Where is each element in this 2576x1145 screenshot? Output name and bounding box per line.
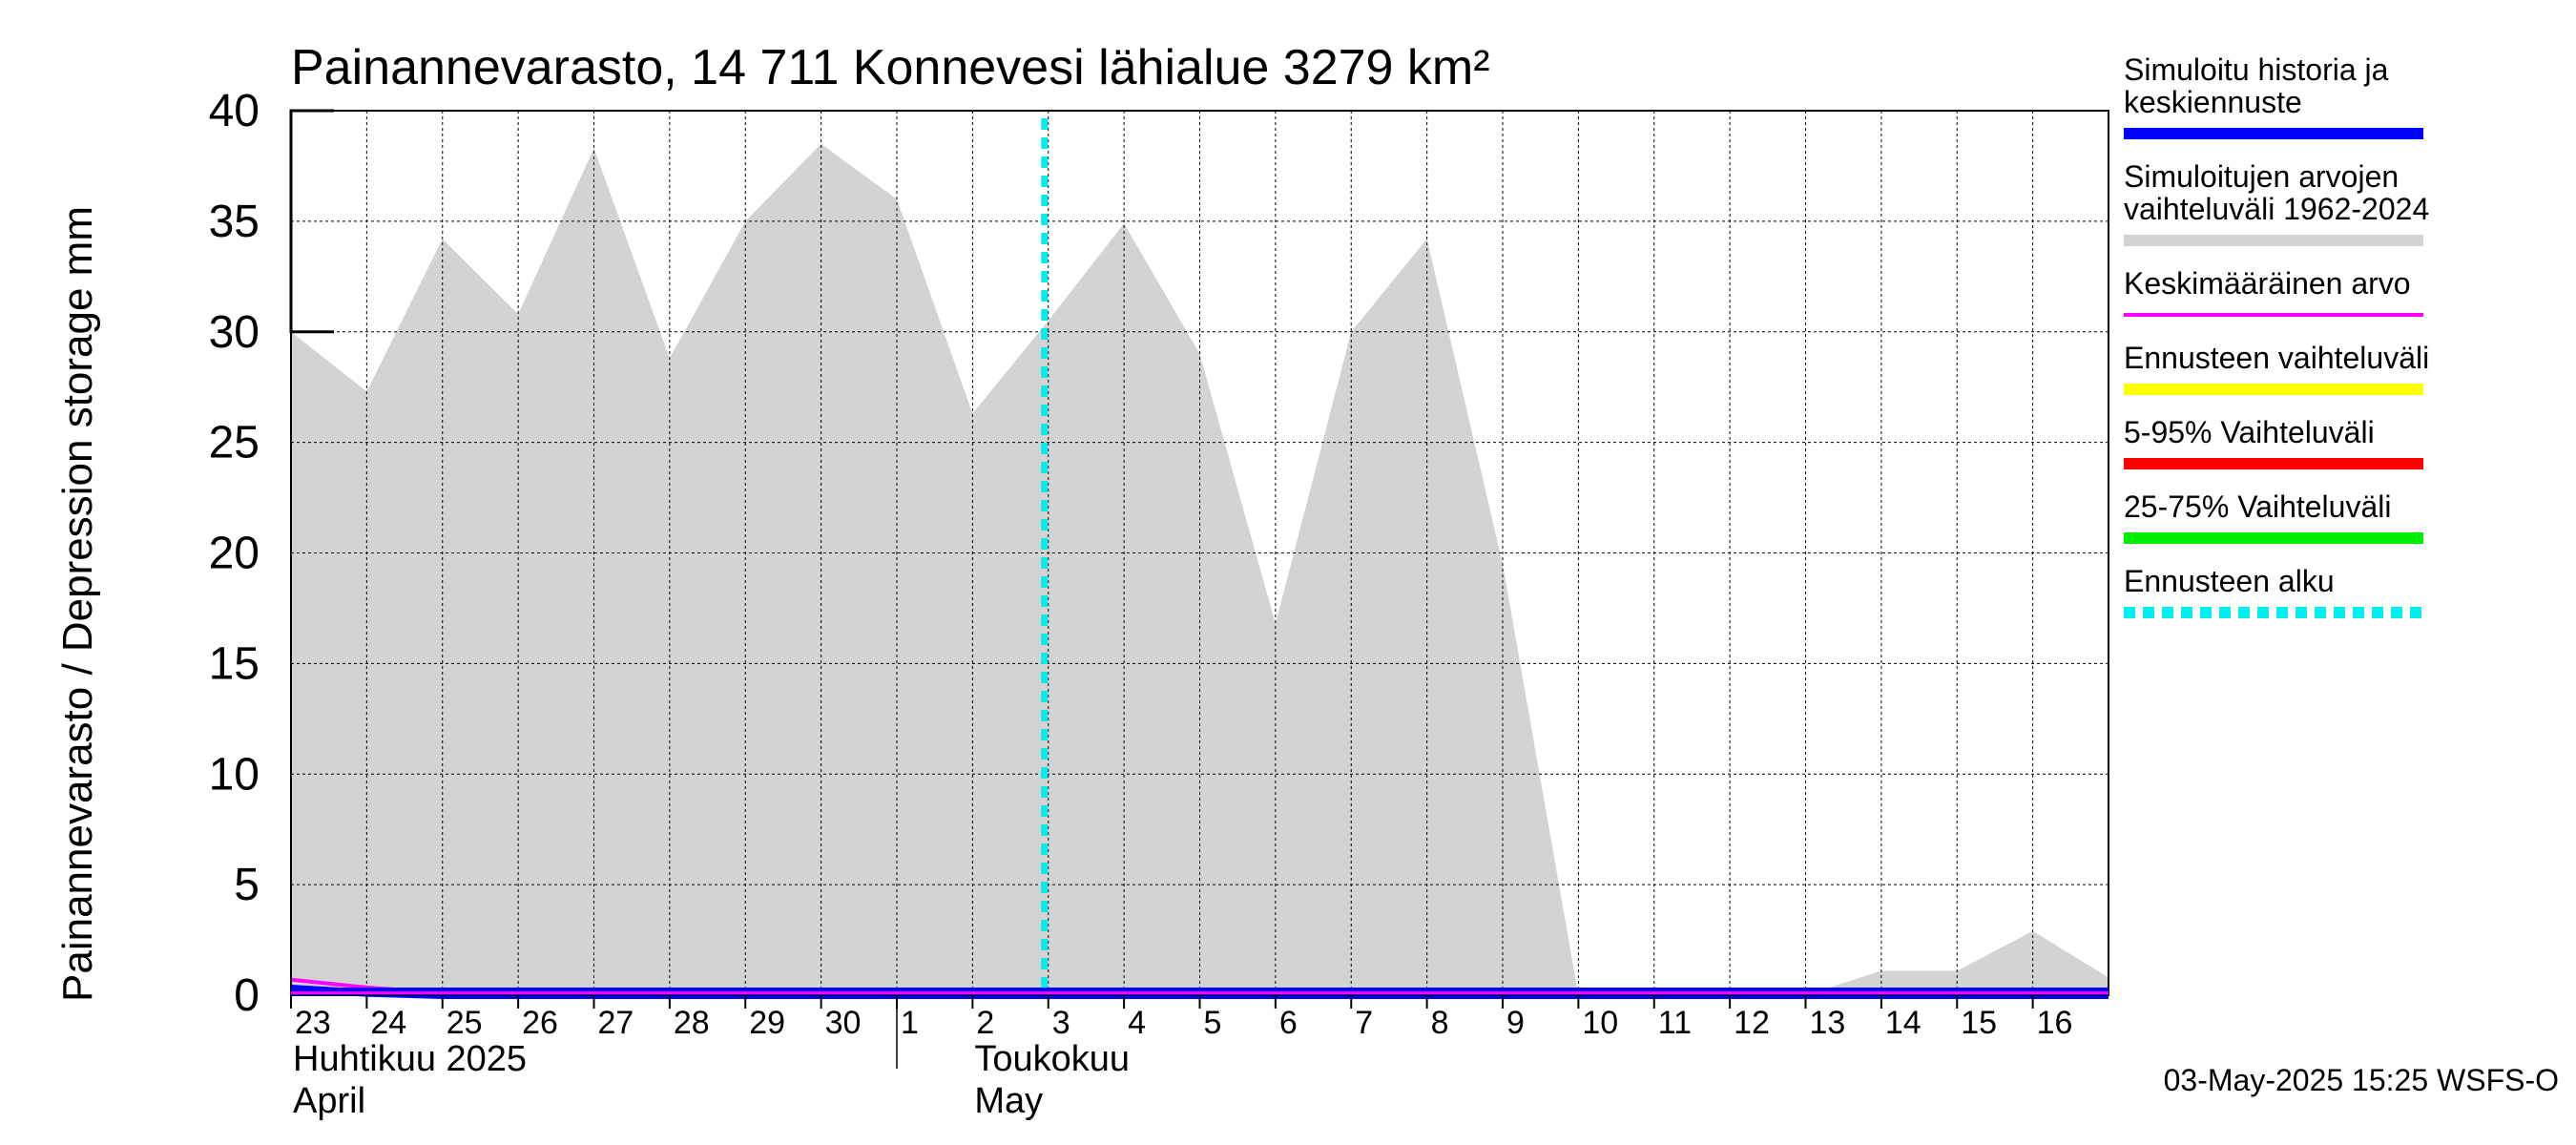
x-tick-label: 12 bbox=[1734, 1005, 1770, 1041]
y-tick-label: 5 bbox=[234, 860, 260, 910]
month-label-en: May bbox=[974, 1081, 1043, 1121]
y-tick-label: 15 bbox=[209, 638, 260, 689]
y-axis-label: Painannevarasto / Depression storage mm bbox=[54, 206, 101, 1002]
x-tick-label: 15 bbox=[1961, 1005, 1997, 1041]
x-tick-label: 13 bbox=[1810, 1005, 1846, 1041]
legend-label: vaihteluväli 1962-2024 bbox=[2124, 192, 2429, 226]
legend-label: keskiennuste bbox=[2124, 85, 2302, 119]
x-tick-label: 7 bbox=[1355, 1005, 1373, 1041]
x-tick-label: 1 bbox=[901, 1005, 919, 1041]
grid bbox=[291, 110, 2109, 995]
footer-timestamp: 03-May-2025 15:25 WSFS-O bbox=[2164, 1063, 2559, 1097]
x-tick-label: 24 bbox=[370, 1005, 406, 1041]
x-tick-label: 4 bbox=[1128, 1005, 1146, 1041]
x-tick-label: 6 bbox=[1279, 1005, 1298, 1041]
legend-label: 5-95% Vaihteluväli bbox=[2124, 415, 2375, 449]
month-label: Huhtikuu 2025 bbox=[293, 1039, 527, 1079]
legend-label: Ennusteen vaihteluväli bbox=[2124, 341, 2429, 375]
x-tick-label: 8 bbox=[1431, 1005, 1449, 1041]
x-tick-label: 28 bbox=[674, 1005, 710, 1041]
x-tick-label: 27 bbox=[598, 1005, 634, 1041]
x-ticks: 23 24 25 26 27 28 29 30 1 2 3 4 5 6 7 8 9 10 11 12 13 14 15 16 bbox=[290, 995, 2073, 1041]
y-tick-label: 0 bbox=[234, 970, 260, 1021]
y-tick-label: 25 bbox=[209, 418, 260, 468]
x-tick-label: 2 bbox=[976, 1005, 994, 1041]
month-label-en: April bbox=[293, 1081, 365, 1121]
plot-area bbox=[289, 109, 2109, 999]
x-tick-label: 25 bbox=[447, 1005, 483, 1041]
y-axis-bracket bbox=[289, 109, 334, 334]
x-tick-label: 16 bbox=[2037, 1005, 2073, 1041]
chart-title: Painannevarasto, 14 711 Konnevesi lähial… bbox=[291, 40, 1490, 95]
x-tick-label: 23 bbox=[295, 1005, 331, 1041]
legend-label: Simuloitu historia ja bbox=[2124, 52, 2389, 87]
x-tick-label: 14 bbox=[1885, 1005, 1922, 1041]
legend-label: Keskimääräinen arvo bbox=[2124, 266, 2411, 301]
y-ticks: 0 5 10 15 20 25 30 35 40 bbox=[209, 86, 260, 1021]
x-tick-label: 10 bbox=[1582, 1005, 1618, 1041]
y-tick-label: 35 bbox=[209, 197, 260, 247]
month-label: Toukokuu bbox=[974, 1039, 1130, 1079]
legend-label: 25-75% Vaihteluväli bbox=[2124, 489, 2391, 524]
y-tick-label: 30 bbox=[209, 307, 260, 358]
legend-label: Ennusteen alku bbox=[2124, 564, 2335, 598]
x-tick-label: 3 bbox=[1052, 1005, 1070, 1041]
y-tick-label: 10 bbox=[209, 749, 260, 800]
legend-label: Simuloitujen arvojen bbox=[2124, 159, 2399, 194]
y-tick-label: 20 bbox=[209, 529, 260, 579]
x-tick-label: 26 bbox=[522, 1005, 558, 1041]
x-tick-label: 29 bbox=[749, 1005, 785, 1041]
x-tick-label: 30 bbox=[825, 1005, 862, 1041]
y-tick-label: 40 bbox=[209, 86, 260, 136]
x-tick-label: 5 bbox=[1204, 1005, 1222, 1041]
x-tick-label: 11 bbox=[1658, 1005, 1692, 1041]
x-tick-label: 9 bbox=[1506, 1005, 1525, 1041]
